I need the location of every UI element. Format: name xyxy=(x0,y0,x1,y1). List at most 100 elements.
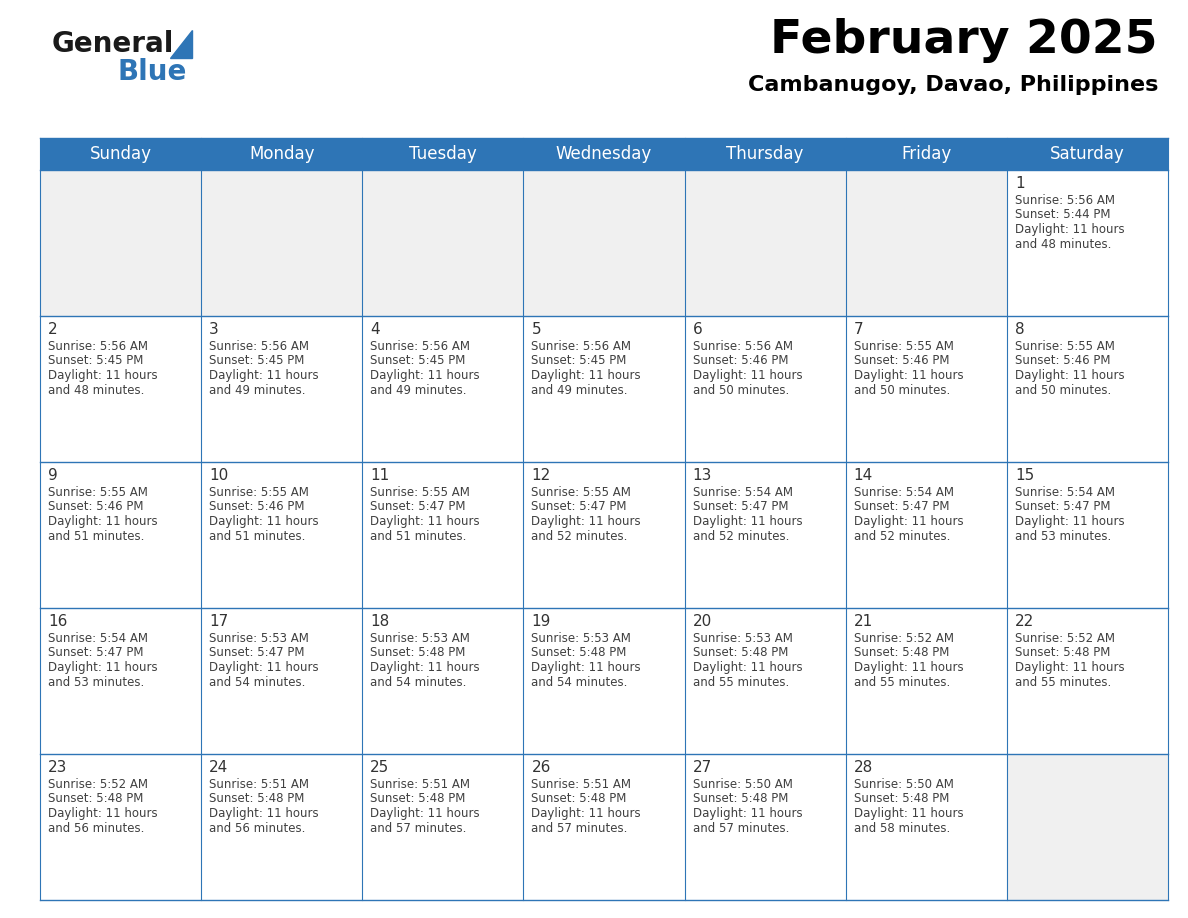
Text: Daylight: 11 hours: Daylight: 11 hours xyxy=(48,515,158,528)
Text: Daylight: 11 hours: Daylight: 11 hours xyxy=(854,661,963,674)
Bar xyxy=(362,754,524,900)
Text: Sunrise: 5:50 AM: Sunrise: 5:50 AM xyxy=(854,778,954,791)
Text: Sunset: 5:47 PM: Sunset: 5:47 PM xyxy=(531,500,627,513)
Text: and 55 minutes.: and 55 minutes. xyxy=(1015,676,1111,688)
Text: 26: 26 xyxy=(531,760,551,775)
Text: Sunset: 5:46 PM: Sunset: 5:46 PM xyxy=(693,354,788,367)
Text: Sunrise: 5:54 AM: Sunrise: 5:54 AM xyxy=(48,632,148,645)
Bar xyxy=(684,462,846,608)
Text: 1: 1 xyxy=(1015,176,1024,191)
Text: 6: 6 xyxy=(693,322,702,337)
Text: and 50 minutes.: and 50 minutes. xyxy=(693,384,789,397)
Text: and 54 minutes.: and 54 minutes. xyxy=(531,676,627,688)
Text: and 51 minutes.: and 51 minutes. xyxy=(209,530,305,543)
Text: Sunday: Sunday xyxy=(89,145,152,163)
Text: Sunrise: 5:56 AM: Sunrise: 5:56 AM xyxy=(1015,194,1114,207)
Text: Sunset: 5:48 PM: Sunset: 5:48 PM xyxy=(531,792,627,805)
Text: Sunset: 5:48 PM: Sunset: 5:48 PM xyxy=(209,792,304,805)
Text: Daylight: 11 hours: Daylight: 11 hours xyxy=(48,807,158,820)
Text: and 48 minutes.: and 48 minutes. xyxy=(1015,238,1111,251)
Text: 16: 16 xyxy=(48,614,68,629)
Text: Daylight: 11 hours: Daylight: 11 hours xyxy=(371,807,480,820)
Text: Daylight: 11 hours: Daylight: 11 hours xyxy=(693,369,802,382)
Text: Sunrise: 5:51 AM: Sunrise: 5:51 AM xyxy=(209,778,309,791)
Text: Daylight: 11 hours: Daylight: 11 hours xyxy=(531,807,642,820)
Text: and 57 minutes.: and 57 minutes. xyxy=(531,822,627,834)
Text: and 56 minutes.: and 56 minutes. xyxy=(48,822,145,834)
Bar xyxy=(524,170,684,316)
Bar xyxy=(201,170,362,316)
Text: Sunset: 5:48 PM: Sunset: 5:48 PM xyxy=(693,792,788,805)
Bar xyxy=(684,138,846,170)
Text: 21: 21 xyxy=(854,614,873,629)
Text: 14: 14 xyxy=(854,468,873,483)
Bar xyxy=(684,170,846,316)
Text: Sunrise: 5:52 AM: Sunrise: 5:52 AM xyxy=(854,632,954,645)
Text: Sunrise: 5:53 AM: Sunrise: 5:53 AM xyxy=(371,632,470,645)
Text: Saturday: Saturday xyxy=(1050,145,1125,163)
Bar xyxy=(201,608,362,754)
Text: and 57 minutes.: and 57 minutes. xyxy=(693,822,789,834)
Text: Sunset: 5:46 PM: Sunset: 5:46 PM xyxy=(854,354,949,367)
Text: Daylight: 11 hours: Daylight: 11 hours xyxy=(209,515,318,528)
Text: Daylight: 11 hours: Daylight: 11 hours xyxy=(209,369,318,382)
Text: Sunrise: 5:56 AM: Sunrise: 5:56 AM xyxy=(531,340,632,353)
Text: Sunset: 5:47 PM: Sunset: 5:47 PM xyxy=(209,646,304,659)
Bar xyxy=(846,608,1007,754)
Bar xyxy=(846,462,1007,608)
Polygon shape xyxy=(170,30,192,58)
Text: and 51 minutes.: and 51 minutes. xyxy=(371,530,467,543)
Bar xyxy=(201,316,362,462)
Text: Sunset: 5:46 PM: Sunset: 5:46 PM xyxy=(209,500,304,513)
Text: Sunrise: 5:52 AM: Sunrise: 5:52 AM xyxy=(1015,632,1114,645)
Text: Sunset: 5:45 PM: Sunset: 5:45 PM xyxy=(531,354,627,367)
Text: Daylight: 11 hours: Daylight: 11 hours xyxy=(48,369,158,382)
Text: Sunrise: 5:55 AM: Sunrise: 5:55 AM xyxy=(531,486,631,499)
Text: Sunset: 5:47 PM: Sunset: 5:47 PM xyxy=(854,500,949,513)
Text: and 48 minutes.: and 48 minutes. xyxy=(48,384,145,397)
Text: 4: 4 xyxy=(371,322,380,337)
Text: and 53 minutes.: and 53 minutes. xyxy=(1015,530,1111,543)
Text: and 52 minutes.: and 52 minutes. xyxy=(693,530,789,543)
Text: Sunset: 5:46 PM: Sunset: 5:46 PM xyxy=(48,500,144,513)
Text: Sunrise: 5:53 AM: Sunrise: 5:53 AM xyxy=(209,632,309,645)
Text: Sunset: 5:48 PM: Sunset: 5:48 PM xyxy=(1015,646,1111,659)
Text: Daylight: 11 hours: Daylight: 11 hours xyxy=(693,807,802,820)
Text: 22: 22 xyxy=(1015,614,1034,629)
Text: Daylight: 11 hours: Daylight: 11 hours xyxy=(371,661,480,674)
Text: Daylight: 11 hours: Daylight: 11 hours xyxy=(48,661,158,674)
Text: and 51 minutes.: and 51 minutes. xyxy=(48,530,145,543)
Text: Daylight: 11 hours: Daylight: 11 hours xyxy=(693,661,802,674)
Text: and 49 minutes.: and 49 minutes. xyxy=(209,384,305,397)
Text: Daylight: 11 hours: Daylight: 11 hours xyxy=(693,515,802,528)
Bar xyxy=(524,138,684,170)
Bar xyxy=(1007,316,1168,462)
Text: Daylight: 11 hours: Daylight: 11 hours xyxy=(209,661,318,674)
Bar xyxy=(362,170,524,316)
Bar xyxy=(684,316,846,462)
Text: February 2025: February 2025 xyxy=(771,18,1158,63)
Text: and 54 minutes.: and 54 minutes. xyxy=(209,676,305,688)
Bar xyxy=(201,138,362,170)
Text: Thursday: Thursday xyxy=(726,145,804,163)
Text: and 56 minutes.: and 56 minutes. xyxy=(209,822,305,834)
Text: Sunrise: 5:51 AM: Sunrise: 5:51 AM xyxy=(371,778,470,791)
Text: 28: 28 xyxy=(854,760,873,775)
Bar xyxy=(1007,170,1168,316)
Text: Daylight: 11 hours: Daylight: 11 hours xyxy=(1015,515,1125,528)
Text: Sunrise: 5:55 AM: Sunrise: 5:55 AM xyxy=(209,486,309,499)
Text: Daylight: 11 hours: Daylight: 11 hours xyxy=(209,807,318,820)
Text: and 50 minutes.: and 50 minutes. xyxy=(854,384,950,397)
Text: 20: 20 xyxy=(693,614,712,629)
Bar xyxy=(1007,754,1168,900)
Bar xyxy=(40,754,201,900)
Text: Sunset: 5:47 PM: Sunset: 5:47 PM xyxy=(1015,500,1111,513)
Text: Sunset: 5:48 PM: Sunset: 5:48 PM xyxy=(854,646,949,659)
Text: Sunrise: 5:51 AM: Sunrise: 5:51 AM xyxy=(531,778,632,791)
Bar xyxy=(1007,138,1168,170)
Bar xyxy=(362,462,524,608)
Text: Sunrise: 5:55 AM: Sunrise: 5:55 AM xyxy=(1015,340,1114,353)
Text: Daylight: 11 hours: Daylight: 11 hours xyxy=(531,515,642,528)
Text: 8: 8 xyxy=(1015,322,1024,337)
Bar xyxy=(524,462,684,608)
